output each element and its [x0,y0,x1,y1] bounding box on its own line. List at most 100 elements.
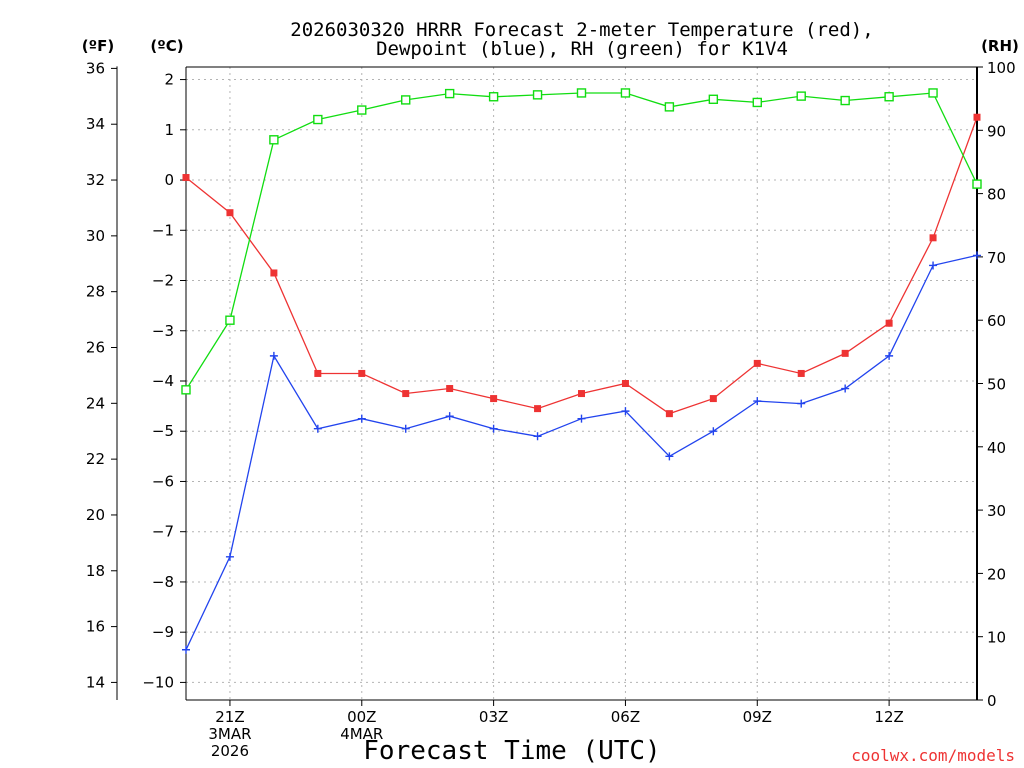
dewpoint-point [973,251,981,260]
rh-point [796,91,806,101]
celsius-tick-label: 2 [164,71,174,89]
rh-point [840,95,850,106]
celsius-tick-label: 0 [164,171,174,189]
rh-point [972,179,982,189]
dewpoint-point [797,399,806,408]
rh-tick-label: 50 [987,376,1006,394]
rh-tick-label: 80 [987,186,1006,204]
dewpoint-point [401,424,410,433]
rh-point [313,114,323,125]
watermark: coolwx.com/models [851,746,1015,765]
fahrenheit-tick-label: 34 [86,115,105,133]
series-layer [181,88,982,654]
axis-layer: 363432302826242220181614210−1−2−3−4−5−6−… [86,59,1016,760]
grid-layer [186,67,977,700]
x-tick-label: 21Z [215,708,244,726]
rh-point [532,90,543,100]
dewpoint-line [185,254,978,651]
x-tick-label: 06Z [611,708,640,726]
temperature-point [841,349,849,357]
fahrenheit-tick-label: 20 [86,506,105,524]
temperature-point [270,269,278,277]
temperature-point [446,385,454,393]
fahrenheit-tick-label: 22 [86,450,105,468]
dewpoint-point [225,552,234,561]
rh-tick-label: 0 [987,692,997,710]
dewpoint-point [885,351,894,360]
rh-tick-label: 60 [987,312,1006,330]
x-tick-label: 12Z [874,708,903,726]
dewpoint-point [621,407,630,416]
rh-point [928,88,938,98]
rh-tick-label: 10 [987,629,1006,647]
rh-tick-label: 100 [987,59,1016,77]
rh-tick-label: 20 [987,565,1006,583]
celsius-tick-label: −2 [152,272,174,290]
rh-point [884,92,894,102]
temperature-point [665,410,673,418]
chart-title-line-2: Dewpoint (blue), RH (green) for K1V4 [376,38,788,60]
fahrenheit-tick-label: 26 [86,338,105,356]
temperature-point [753,359,761,367]
rh-point [269,135,279,145]
temperature-point [885,319,893,327]
fahrenheit-tick-label: 36 [86,59,105,77]
rh-point [488,92,499,102]
dewpoint-point [929,261,938,270]
rh-point [225,315,235,325]
dewpoint-point [841,384,850,393]
dewpoint-point [533,432,542,441]
temperature-point [358,369,366,377]
x-tick-label: 4MAR [340,725,383,743]
x-tick-label: 2026 [211,742,249,760]
rh-point [620,88,631,98]
celsius-tick-label: −3 [152,322,174,340]
temperature-point [226,209,234,217]
dewpoint-point [489,424,498,433]
rh-point [181,385,191,395]
dewpoint-point [182,645,190,654]
fahrenheit-tick-label: 14 [86,673,105,691]
celsius-tick-label: −7 [152,523,174,541]
dewpoint-point [709,427,718,436]
rh-point [708,94,719,104]
celsius-unit-label: (ºC) [150,37,183,55]
rh-line [185,92,978,391]
temperature-point [709,395,717,403]
fahrenheit-tick-label: 24 [86,394,105,412]
celsius-tick-label: −8 [152,573,174,591]
rh-point [357,105,367,115]
rh-point [752,97,762,108]
fahrenheit-tick-label: 30 [86,227,105,245]
temperature-point [534,405,542,413]
fahrenheit-unit-label: (ºF) [82,37,114,55]
temperature-point [182,174,190,182]
temperature-point [973,113,981,121]
temperature-point [578,390,585,398]
celsius-tick-label: −4 [152,372,174,390]
temperature-point [797,369,805,377]
celsius-tick-label: −1 [152,221,174,239]
celsius-tick-label: 1 [164,121,174,139]
rh-point [444,88,455,99]
temperature-line [185,116,978,415]
rh-tick-label: 90 [987,122,1006,140]
x-tick-label: 03Z [479,708,508,726]
temperature-point [929,234,937,242]
dewpoint-point [753,397,762,406]
temperature-point [314,369,322,377]
temperature-point [621,380,629,387]
rh-point [664,102,675,112]
x-tick-label: 3MAR [208,725,251,743]
dewpoint-point [313,424,322,433]
celsius-tick-label: −10 [142,673,174,691]
celsius-tick-label: −9 [152,623,174,641]
chart-title-line-1: 2026030320 HRRR Forecast 2-meter Tempera… [290,19,873,41]
x-tick-label: 09Z [743,708,772,726]
rh-point [401,95,411,105]
rh-tick-label: 30 [987,502,1006,520]
temperature-point [490,395,498,403]
rh-tick-label: 40 [987,439,1006,457]
rh-tick-label: 70 [987,249,1006,267]
